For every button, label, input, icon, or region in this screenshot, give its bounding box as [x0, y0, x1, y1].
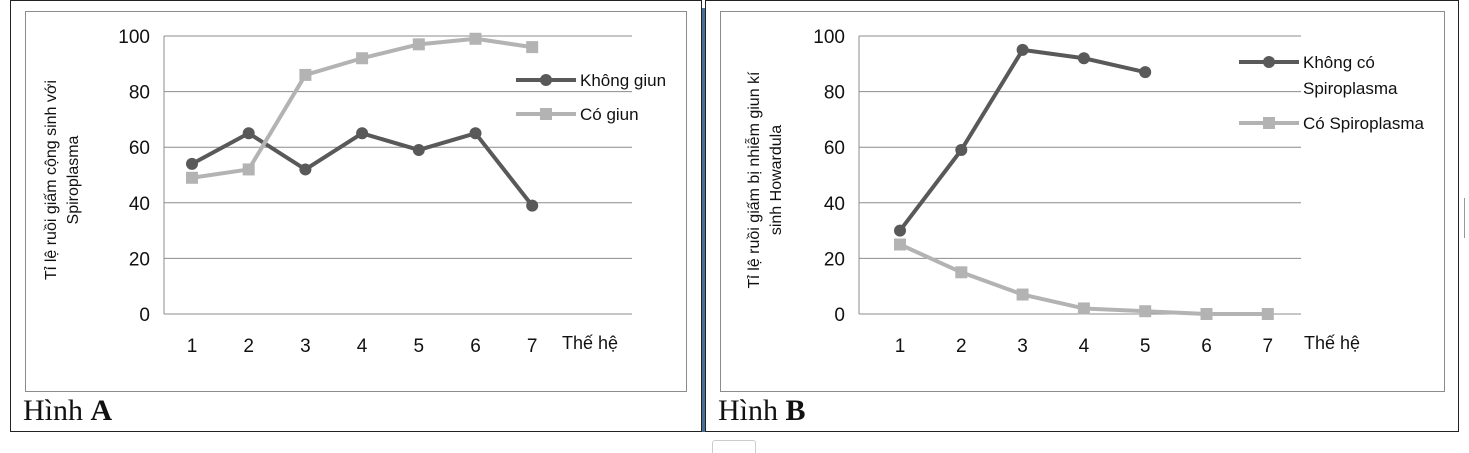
x-tick-label: 7	[1263, 336, 1274, 357]
data-point	[356, 52, 369, 65]
data-point	[242, 163, 255, 176]
data-point	[955, 266, 968, 279]
y-axis-label: sinh Howardula	[768, 125, 785, 235]
data-point	[356, 127, 369, 140]
y-tick-label: 40	[129, 194, 150, 215]
bottom-tab	[712, 440, 756, 453]
y-tick-label: 60	[824, 138, 845, 159]
x-tick-label: 3	[300, 336, 311, 357]
y-tick-label: 80	[129, 83, 150, 104]
data-point	[299, 68, 312, 81]
x-axis-label: Thế hệ	[1304, 333, 1360, 353]
series-line	[898, 47, 1146, 232]
chart-frame-b: 0 20 40 60 80 100 1 2 3 4 5 6 7 Thế hệ Tỉ lệ ruồi giấm…	[720, 11, 1445, 392]
x-tick-label: 5	[1140, 336, 1151, 357]
y-axis-label: Spiroplasma	[65, 135, 82, 224]
figure-caption-label: Hình	[718, 394, 778, 427]
legend-label: Có giun	[580, 105, 639, 124]
legend-label: Spiroplasma	[1303, 79, 1398, 98]
data-point	[1139, 66, 1152, 79]
data-point	[1200, 308, 1213, 320]
figure-panel-b: 0 20 40 60 80 100 1 2 3 4 5 6 7 Thế hệ Tỉ lệ ruồi giấm…	[705, 0, 1459, 432]
data-point	[1077, 302, 1090, 315]
edge-mark	[1464, 198, 1468, 238]
data-point	[186, 157, 198, 170]
data-point	[1077, 52, 1090, 65]
x-tick-label: 3	[1017, 336, 1028, 357]
legend-marker	[540, 108, 552, 120]
y-tick-label: 80	[824, 83, 845, 104]
y-axis-label: Tỉ lệ ruồi giấm cộng sinh với	[43, 80, 60, 280]
legend-label: Không có	[1303, 53, 1375, 72]
figure-panel-a: 0 20 40 60 80 100 1 2 3 4 5 6 7 Thế hệ Tỉ lệ ruồi giấm…	[10, 0, 702, 432]
figure-caption-b: Hình B	[718, 393, 806, 429]
chart-a: 0 20 40 60 80 100 1 2 3 4 5 6 7 Thế hệ Tỉ lệ ruồi giấm…	[43, 27, 666, 357]
y-tick-label: 100	[813, 27, 845, 48]
x-tick-label: 5	[414, 336, 425, 357]
y-tick-label: 40	[824, 194, 845, 215]
y-tick-label: 60	[129, 138, 150, 159]
data-point	[412, 38, 425, 51]
data-point	[469, 32, 482, 45]
x-tick-label: 6	[470, 336, 481, 357]
x-tick-label: 2	[956, 336, 967, 357]
data-point	[469, 127, 482, 140]
data-point	[894, 224, 906, 237]
x-axis-label: Thế hệ	[562, 333, 618, 353]
data-point	[1139, 305, 1152, 318]
data-point	[186, 171, 198, 184]
y-tick-label: 100	[118, 27, 150, 48]
x-tick-label: 4	[1079, 336, 1090, 357]
legend-label: Có Spiroplasma	[1303, 114, 1424, 133]
y-tick-label: 20	[824, 249, 845, 270]
figure-caption-letter: A	[90, 394, 113, 427]
y-tick-label: 20	[129, 249, 150, 270]
x-tick-label: 1	[187, 336, 198, 357]
data-point	[1261, 308, 1274, 320]
data-point	[242, 127, 255, 140]
chart-b: 0 20 40 60 80 100 1 2 3 4 5 6 7 Thế hệ Tỉ lệ ruồi giấm…	[744, 27, 1424, 357]
x-tick-label: 1	[895, 336, 906, 357]
x-tick-label: 7	[527, 336, 538, 357]
data-point	[1016, 288, 1029, 301]
y-tick-label: 0	[834, 305, 845, 326]
legend-marker	[1263, 56, 1275, 68]
data-point	[299, 163, 312, 176]
legend-marker	[1263, 117, 1275, 129]
data-point	[1016, 43, 1029, 56]
data-point	[526, 199, 539, 212]
data-point	[955, 143, 968, 156]
x-tick-label: 6	[1201, 336, 1212, 357]
legend-marker	[540, 74, 552, 86]
data-point	[894, 238, 906, 251]
figure-caption-label: Hình	[23, 394, 83, 427]
panel-divider	[702, 8, 705, 432]
y-tick-label: 0	[139, 305, 150, 326]
chart-frame-a: 0 20 40 60 80 100 1 2 3 4 5 6 7 Thế hệ Tỉ lệ ruồi giấm…	[25, 11, 687, 392]
legend-label: Không giun	[580, 71, 666, 90]
data-point	[526, 41, 539, 54]
figure-caption-letter: B	[785, 394, 806, 427]
y-axis-label: Tỉ lệ ruồi giấm bị nhiễm giun kí	[744, 71, 763, 289]
x-tick-label: 2	[243, 336, 254, 357]
data-point	[412, 143, 425, 156]
x-tick-label: 4	[357, 336, 368, 357]
figure-caption-a: Hình A	[23, 393, 112, 429]
